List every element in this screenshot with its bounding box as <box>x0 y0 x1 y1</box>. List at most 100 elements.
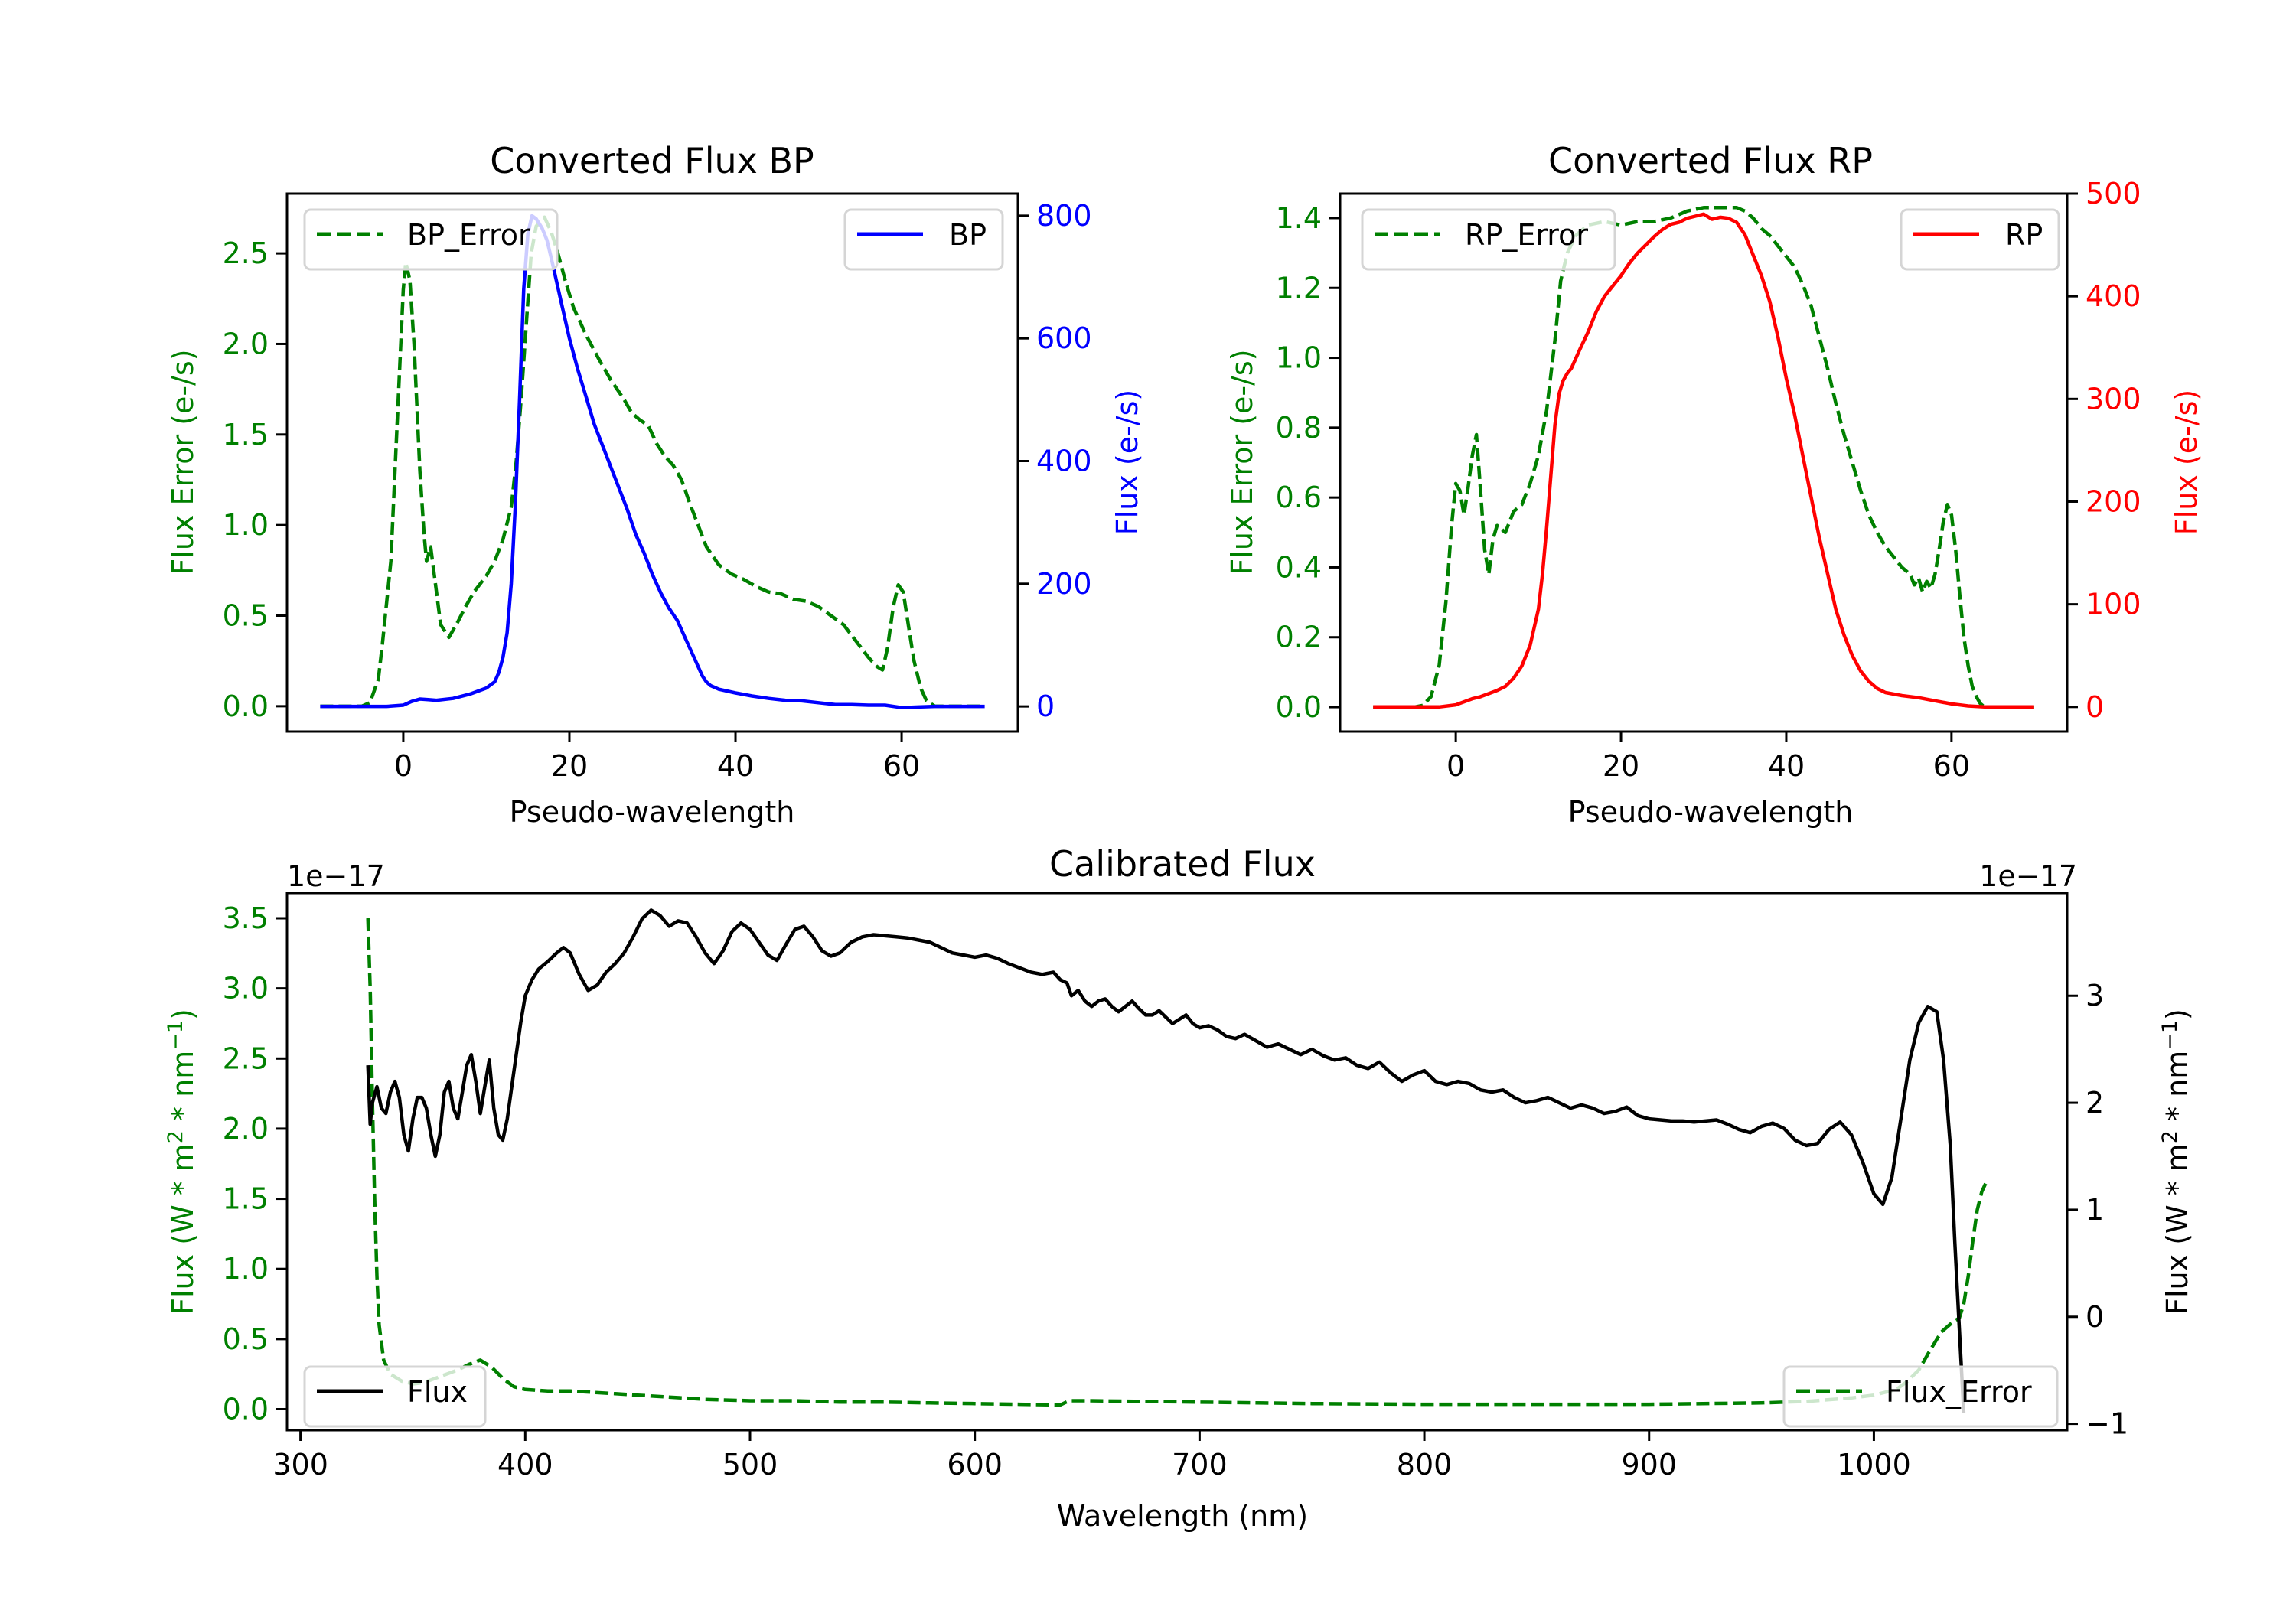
calibrated-xtick-label: 300 <box>272 1448 328 1482</box>
rp-ticks: 0 20 40 60 0.0 0.2 0.4 0.6 0.8 1.0 1.2 1.4 0 100 200 30… <box>1276 177 2141 783</box>
bp-xlabel: Pseudo-wavelength <box>510 795 795 829</box>
rp-ytick-right-label: 500 <box>2086 177 2141 210</box>
bp-ytick-right-label: 800 <box>1036 199 1092 233</box>
calibrated-ylabel-right-sup2: −1 <box>2158 1020 2182 1051</box>
calibrated-ytick-left-label: 3.5 <box>223 901 269 935</box>
bp-subplot: Converted Flux BP 0 20 40 60 0.0 0.5 1.0 1.5 2.0… <box>166 140 1144 829</box>
calibrated-ylabel-right: Flux (W * m2 * nm−1) <box>2158 1009 2194 1315</box>
calibrated-ytick-left-label: 1.0 <box>223 1252 269 1286</box>
calibrated-ytick-left-label: 1.5 <box>223 1182 269 1216</box>
rp-ytick-left-label: 1.2 <box>1276 271 1322 305</box>
bp-ylabel-left: Flux Error (e-/s) <box>166 349 200 575</box>
calibrated-xtick-label: 900 <box>1621 1448 1677 1482</box>
rp-ytick-right-label: 400 <box>2086 279 2141 313</box>
rp-ytick-right-label: 200 <box>2086 484 2141 518</box>
rp-ytick-right-label: 100 <box>2086 588 2141 621</box>
calibrated-ylabel-right-end: ) <box>2161 1009 2194 1020</box>
calibrated-xtick-label: 800 <box>1397 1448 1453 1482</box>
calibrated-ytick-left-label: 0.5 <box>223 1322 269 1356</box>
calibrated-ylabel-left-sup2: −1 <box>164 1020 188 1051</box>
calibrated-series-group <box>366 908 1988 1413</box>
bp-legend-right-frame <box>843 208 1004 271</box>
bp-ytick-right-label: 0 <box>1036 689 1055 723</box>
calibrated-legend-left-frame <box>303 1365 487 1428</box>
bp-ytick-left-label: 0.0 <box>223 689 269 723</box>
rp-xtick-label: 40 <box>1768 749 1805 783</box>
calibrated-axes-frame <box>285 892 2069 1432</box>
calibrated-xtick-label: 600 <box>947 1448 1003 1482</box>
bp-ytick-left-label: 2.5 <box>223 236 269 270</box>
rp-xtick-label: 20 <box>1603 749 1639 783</box>
rp-series-rp <box>1373 212 2034 709</box>
rp-series-rp-error <box>1373 206 2034 709</box>
calibrated-xtick-label: 500 <box>722 1448 778 1482</box>
rp-legend-right-label: RP <box>2005 218 2043 252</box>
rp-ytick-right-label: 300 <box>2086 382 2141 416</box>
bp-xtick-label: 20 <box>551 749 588 783</box>
calibrated-ytick-left-label: 3.0 <box>223 972 269 1006</box>
bp-title: Converted Flux BP <box>490 140 814 181</box>
calibrated-ytick-right-label: 3 <box>2086 979 2104 1012</box>
bp-ticks: 0 20 40 60 0.0 0.5 1.0 1.5 2.0 2.5 0 200 400 600 800 <box>223 199 1092 783</box>
calibrated-title: Calibrated Flux <box>1049 843 1316 885</box>
rp-ytick-left-label: 0.8 <box>1276 411 1322 445</box>
rp-ytick-left-label: 1.4 <box>1276 201 1322 235</box>
calibrated-ytick-right-label: 2 <box>2086 1086 2104 1120</box>
rp-ytick-right-label: 0 <box>2086 690 2104 724</box>
rp-xtick-label: 0 <box>1446 749 1465 783</box>
calibrated-xtick-label: 400 <box>497 1448 553 1482</box>
bp-legend-right-label: BP <box>949 218 987 252</box>
bp-xtick-label: 40 <box>717 749 754 783</box>
calibrated-ylabel-right-mid: * nm <box>2161 1051 2194 1130</box>
calibrated-ylabel-right-main: Flux (W * m <box>2161 1143 2194 1315</box>
calibrated-ylabel-left: Flux (W * m2 * nm−1) <box>164 1009 200 1315</box>
calibrated-ylabel-left-sup1: 2 <box>164 1130 188 1143</box>
rp-ylabel-right: Flux (e-/s) <box>2170 390 2203 535</box>
calibrated-subplot: Calibrated Flux 1e−17 1e−17 300 400 500 600… <box>164 843 2194 1533</box>
bp-ytick-left-label: 1.0 <box>223 508 269 542</box>
calibrated-xtick-label: 700 <box>1172 1448 1228 1482</box>
bp-ytick-left-label: 1.5 <box>223 418 269 451</box>
calibrated-ticks: 300 400 500 600 700 800 900 1000 0.0 0.5 1.0 1.5 2.0… <box>223 901 2128 1482</box>
rp-ytick-left-label: 0.2 <box>1276 621 1322 654</box>
rp-ytick-left-label: 0.6 <box>1276 481 1322 514</box>
bp-legend-right: BP <box>843 208 1004 271</box>
bp-ytick-right-label: 600 <box>1036 321 1092 355</box>
calibrated-ytick-right-label: 0 <box>2086 1300 2104 1334</box>
bp-ytick-right-label: 400 <box>1036 444 1092 478</box>
calibrated-ylabel-right-sup1: 2 <box>2158 1130 2182 1143</box>
calibrated-series-flux-error <box>366 918 1988 1407</box>
bp-xtick-label: 0 <box>394 749 413 783</box>
calibrated-plot-area <box>366 908 1988 1413</box>
rp-series-group <box>1373 206 2034 709</box>
calibrated-legend-right-frame <box>1782 1365 2059 1428</box>
rp-ytick-left-label: 1.0 <box>1276 341 1322 375</box>
rp-xlabel: Pseudo-wavelength <box>1568 795 1854 829</box>
calibrated-ytick-left-label: 0.0 <box>223 1393 269 1426</box>
calibrated-legend-left-label: Flux <box>407 1375 468 1409</box>
bp-legend-left-frame <box>303 208 559 271</box>
rp-plot-area <box>1373 206 2034 709</box>
bp-plot-area <box>320 214 985 709</box>
calibrated-xtick-label: 1000 <box>1837 1448 1911 1482</box>
rp-legend-right: RP <box>1900 208 2060 271</box>
rp-xtick-label: 60 <box>1933 749 1970 783</box>
rp-ytick-left-label: 0.0 <box>1276 690 1322 724</box>
calibrated-offset-right: 1e−17 <box>1979 859 2077 893</box>
rp-legend-left-frame <box>1361 208 1616 271</box>
calibrated-ytick-right-label: −1 <box>2086 1407 2128 1441</box>
bp-ytick-left-label: 2.0 <box>223 327 269 360</box>
bp-series-bp <box>320 214 985 709</box>
rp-legend-left-label: RP_Error <box>1465 218 1588 252</box>
rp-legend-right-frame <box>1900 208 2060 271</box>
bp-legend-left-label: BP_Error <box>407 218 530 252</box>
calibrated-ytick-right-label: 1 <box>2086 1193 2104 1227</box>
calibrated-ytick-left-label: 2.0 <box>223 1112 269 1146</box>
calibrated-offset-left: 1e−17 <box>287 859 385 893</box>
rp-title: Converted Flux RP <box>1548 140 1873 181</box>
bp-legend-left: BP_Error <box>303 208 559 271</box>
calibrated-ylabel-left-main: Flux (W * m <box>166 1143 200 1315</box>
calibrated-xlabel: Wavelength (nm) <box>1057 1499 1308 1533</box>
calibrated-ylabel-left-end: ) <box>166 1009 200 1020</box>
